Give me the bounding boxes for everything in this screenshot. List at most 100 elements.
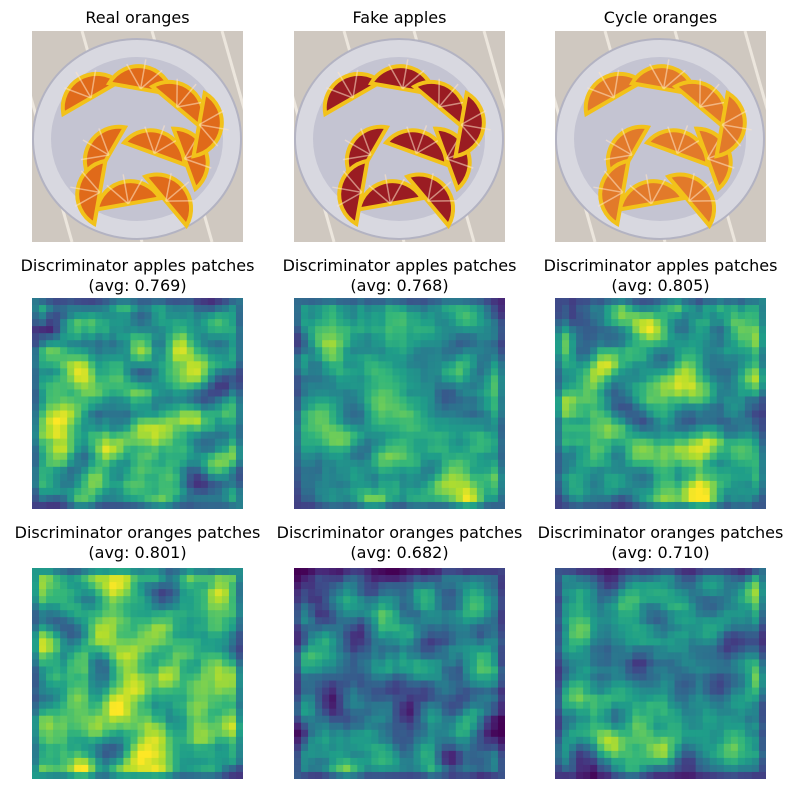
heatmap-cell xyxy=(420,298,429,306)
heatmap-cell xyxy=(646,347,654,355)
heatmap-cell xyxy=(95,305,103,313)
heatmap-cell xyxy=(406,680,414,688)
heatmap-cell xyxy=(420,652,429,660)
heatmap-cell xyxy=(660,617,668,625)
heatmap-cell xyxy=(109,361,117,369)
heatmap-cell xyxy=(186,452,195,461)
heatmap-cell xyxy=(214,445,223,454)
heatmap-cell xyxy=(350,487,358,496)
heatmap-cell xyxy=(497,333,505,341)
heatmap-cell xyxy=(336,424,344,433)
heatmap-cell xyxy=(81,743,89,752)
heatmap-cell xyxy=(497,403,505,411)
heatmap-cell xyxy=(158,708,167,717)
heatmap-cell xyxy=(214,417,223,425)
heatmap-cell xyxy=(716,445,725,454)
heatmap-cell xyxy=(158,666,167,674)
heatmap-cell xyxy=(406,610,414,618)
heatmap-cell xyxy=(413,389,421,397)
heatmap-cell xyxy=(235,638,243,646)
heatmap-cell xyxy=(469,589,478,597)
heatmap-cell xyxy=(441,659,450,667)
heatmap-cell xyxy=(109,319,117,327)
heatmap-cell xyxy=(730,473,739,482)
heatmap-cell xyxy=(723,452,732,461)
heatmap-cell xyxy=(483,568,492,576)
heatmap-cell xyxy=(716,501,725,509)
heatmap-cell xyxy=(653,375,661,383)
heatmap-cell xyxy=(420,715,429,724)
heatmap-cell xyxy=(688,438,697,447)
heatmap-cell xyxy=(583,375,591,383)
heatmap-cell xyxy=(420,575,429,583)
heatmap-cell xyxy=(221,736,230,745)
heatmap-cell xyxy=(427,575,436,583)
heatmap-cell xyxy=(448,347,457,355)
heatmap-cell xyxy=(569,596,577,604)
heatmap-cell xyxy=(350,396,358,404)
heatmap-cell xyxy=(646,652,654,660)
heatmap-cell xyxy=(95,596,103,604)
heatmap-cell xyxy=(497,596,505,604)
heatmap-cell xyxy=(165,494,174,503)
heatmap-cell xyxy=(455,729,464,738)
heatmap-cell xyxy=(434,701,443,710)
heatmap-cell xyxy=(200,617,209,625)
heatmap-cell xyxy=(32,652,40,660)
heatmap-cell xyxy=(200,361,209,369)
heatmap-cell xyxy=(53,610,61,618)
heatmap-cell xyxy=(137,312,145,320)
heatmap-cell xyxy=(294,673,302,681)
heatmap-cell xyxy=(46,729,54,738)
heatmap-cell xyxy=(343,354,351,362)
heatmap-cell xyxy=(378,431,386,440)
heatmap-cell xyxy=(448,501,457,509)
heatmap-cell xyxy=(413,715,421,724)
heatmap-cell xyxy=(32,750,40,759)
heatmap-cell xyxy=(399,312,407,320)
heatmap-cell xyxy=(102,575,110,583)
heatmap-cell xyxy=(371,666,379,674)
heatmap-cell xyxy=(597,659,605,667)
heatmap-cell xyxy=(434,347,443,355)
heatmap-cell xyxy=(392,603,400,611)
heatmap-cell xyxy=(476,473,485,482)
heatmap-cell xyxy=(385,368,393,376)
heatmap-cell xyxy=(179,715,188,724)
heatmap-cell xyxy=(653,638,661,646)
heatmap-cell xyxy=(193,382,202,390)
heatmap-cell xyxy=(413,361,421,369)
heatmap-cell xyxy=(235,298,243,306)
heatmap-cell xyxy=(667,645,675,653)
heatmap-cell xyxy=(151,722,159,731)
heatmap-cell xyxy=(130,424,138,433)
heatmap-cell xyxy=(681,487,690,496)
heatmap-cell xyxy=(751,610,760,618)
heatmap-cell xyxy=(399,610,407,618)
heatmap-cell xyxy=(60,473,68,482)
heatmap-cell xyxy=(371,354,379,362)
heatmap-cell xyxy=(207,596,216,604)
heatmap-cell xyxy=(123,445,131,454)
heatmap-cell xyxy=(618,410,626,418)
heatmap-cell xyxy=(200,501,209,509)
heatmap-cell xyxy=(357,596,365,604)
heatmap-cell xyxy=(406,694,414,703)
heatmap-cell xyxy=(88,445,96,454)
heatmap-cell xyxy=(758,410,766,418)
heatmap-cell xyxy=(723,596,732,604)
heatmap-cell xyxy=(88,382,96,390)
heatmap-cell xyxy=(716,382,725,390)
heatmap-cell xyxy=(476,617,485,625)
heatmap-cell xyxy=(723,312,732,320)
heatmap-cell xyxy=(441,410,450,418)
heatmap-cell xyxy=(235,466,243,475)
heatmap-cell xyxy=(653,347,661,355)
heatmap-cell xyxy=(639,389,647,397)
heatmap-cell xyxy=(179,673,188,681)
heatmap-cell xyxy=(448,466,457,475)
heatmap-cell xyxy=(301,487,309,496)
heatmap-cell xyxy=(490,319,499,327)
heatmap-cell xyxy=(102,624,110,632)
heatmap-cell xyxy=(74,326,82,334)
